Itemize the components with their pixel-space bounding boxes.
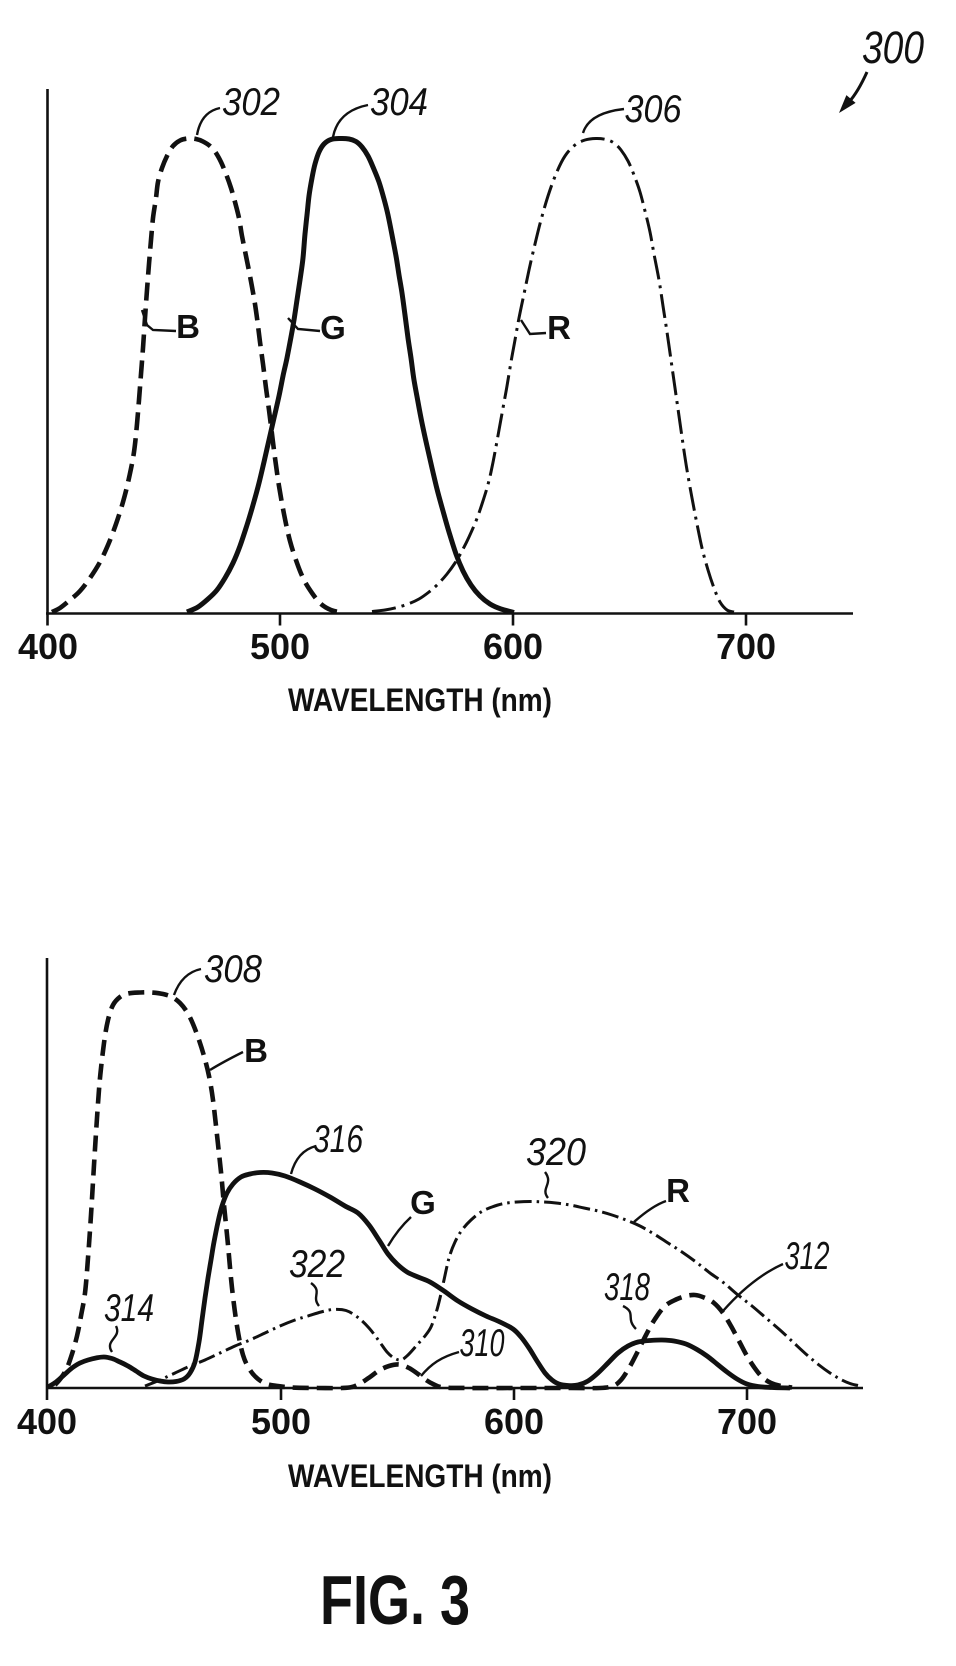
svg-text:314: 314 <box>104 1287 154 1330</box>
svg-text:320: 320 <box>526 1131 586 1174</box>
svg-text:600: 600 <box>483 626 543 667</box>
svg-text:304: 304 <box>370 81 428 124</box>
svg-text:302: 302 <box>222 81 280 124</box>
svg-text:312: 312 <box>785 1235 830 1278</box>
svg-text:318: 318 <box>604 1266 650 1309</box>
svg-text:B: B <box>176 308 200 345</box>
svg-text:400: 400 <box>18 626 78 667</box>
svg-text:R: R <box>547 309 571 346</box>
svg-text:700: 700 <box>716 626 776 667</box>
svg-text:700: 700 <box>717 1401 777 1442</box>
svg-text:308: 308 <box>204 948 262 991</box>
svg-text:WAVELENGTH (nm): WAVELENGTH (nm) <box>288 1458 552 1494</box>
svg-text:G: G <box>410 1184 436 1221</box>
svg-text:400: 400 <box>17 1401 77 1442</box>
svg-text:WAVELENGTH (nm): WAVELENGTH (nm) <box>288 682 552 718</box>
svg-text:316: 316 <box>313 1118 363 1161</box>
svg-text:R: R <box>666 1172 690 1209</box>
svg-text:B: B <box>244 1032 268 1069</box>
svg-text:G: G <box>320 309 346 346</box>
svg-text:500: 500 <box>250 626 310 667</box>
svg-text:300: 300 <box>862 22 924 73</box>
svg-text:306: 306 <box>625 88 682 131</box>
svg-text:322: 322 <box>289 1243 345 1286</box>
svg-text:310: 310 <box>460 1322 505 1365</box>
svg-text:500: 500 <box>251 1401 311 1442</box>
svg-text:600: 600 <box>484 1401 544 1442</box>
svg-text:FIG. 3: FIG. 3 <box>320 1561 470 1639</box>
